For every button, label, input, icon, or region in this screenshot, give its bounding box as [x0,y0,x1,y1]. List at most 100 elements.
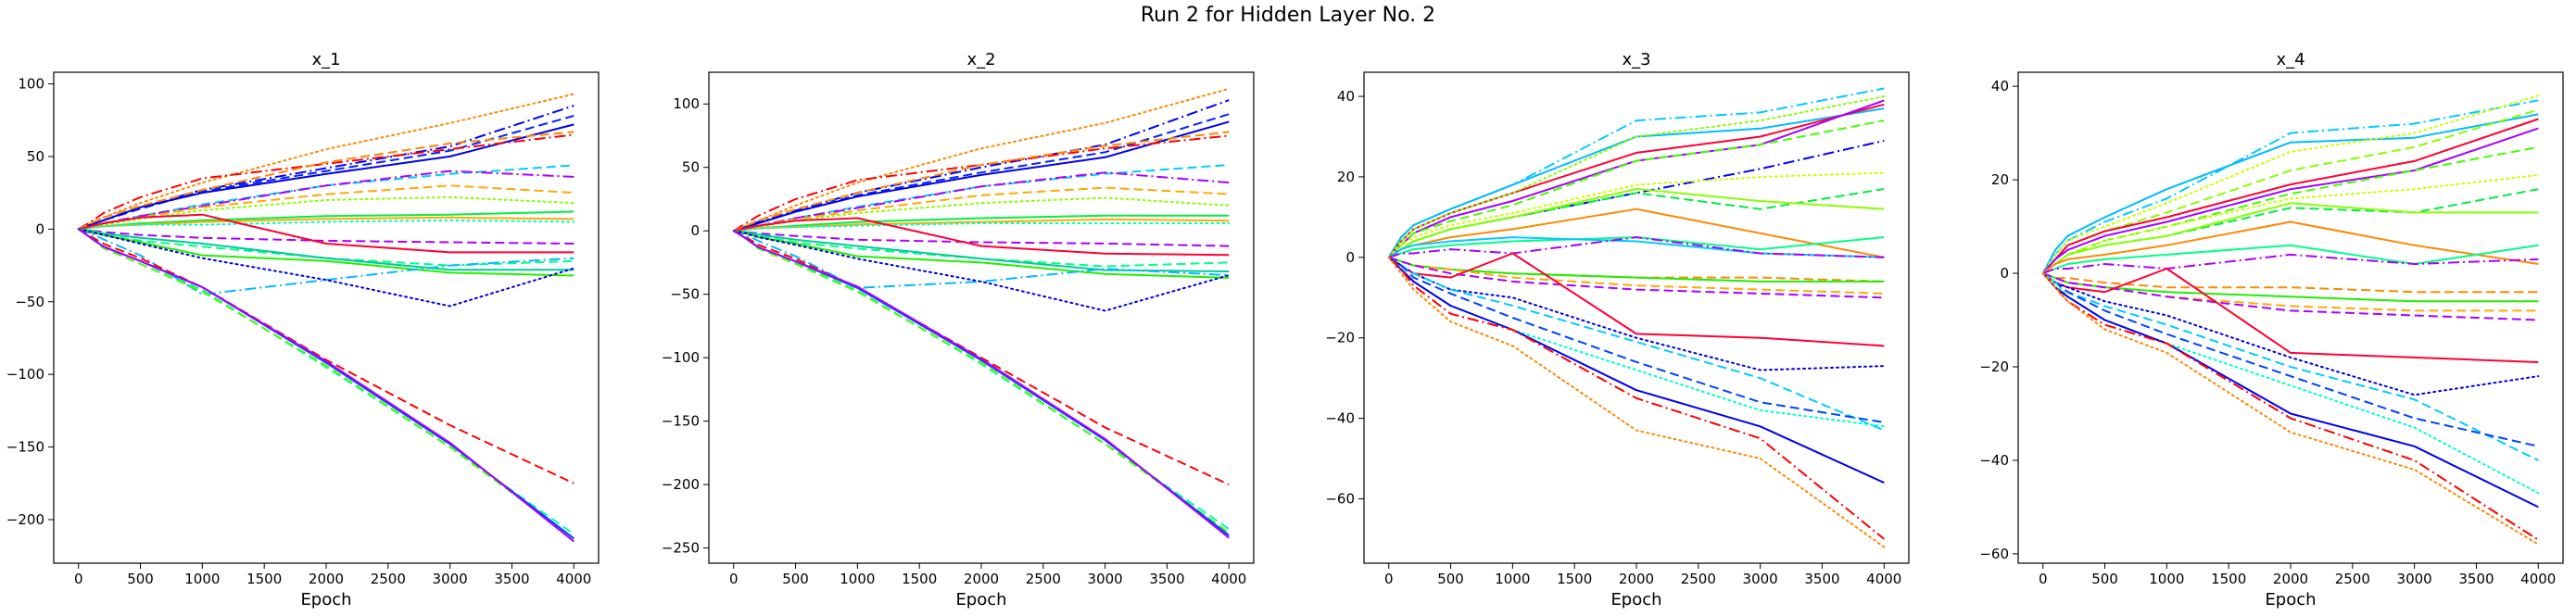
series-line-1 [732,87,1231,233]
series-line-1 [1387,87,1885,258]
y-tick-label: −60 [1325,490,1355,507]
y-tick-label: 50 [682,159,700,176]
series-line-6 [1388,119,1885,258]
x-tick-label: 2000 [2273,571,2308,587]
plot-frame [53,71,600,564]
y-tick-label: −150 [6,439,44,456]
y-tick-label: −40 [1979,452,2009,469]
series-line-12 [2042,244,2539,274]
x-tick-label: 3500 [1149,571,1184,587]
y-tick-label: −60 [1979,546,2009,562]
series-line-12 [733,218,1230,233]
x-tick-label: 2000 [1619,571,1654,587]
x-tick-label: 3000 [433,571,468,587]
x-tick-label: 500 [127,571,154,587]
x-axis-label: Epoch [1610,590,1661,610]
series-line-7 [1388,139,1885,258]
series-line-9 [2042,188,2539,274]
series-line-6 [78,131,575,231]
series-line-11 [1388,207,1885,258]
x-tick-label: 1500 [246,571,282,587]
series-line-17 [733,230,1230,272]
series-line-11 [2042,220,2539,274]
y-tick-label: −200 [6,511,44,528]
x-tick-label: 500 [782,571,809,587]
series-line-21 [78,228,575,484]
y-tick-label: −100 [662,349,700,366]
series-line-23 [78,228,575,540]
y-tick-label: −200 [662,476,700,493]
x-tick-label: 4000 [1211,571,1246,587]
y-tick-label: 0 [690,222,700,239]
series-line-1 [2041,99,2539,274]
y-tick-label: 40 [1991,78,2009,94]
x-tick-label: 0 [1384,571,1394,587]
series-line-22 [78,228,575,535]
x-axis-label: Epoch [2265,590,2316,610]
y-tick-label: 20 [1337,169,1355,185]
series-line-26 [1387,256,1886,548]
series-group [1387,87,1886,548]
series-line-3 [733,113,1230,233]
y-tick-label: −20 [1979,358,2009,375]
series-line-2 [2041,113,2539,274]
y-tick-label: 0 [2000,265,2009,282]
series-line-16 [1388,256,1885,283]
series-group [77,93,575,543]
series-line-18 [1388,256,1885,299]
series-line-6 [733,131,1230,233]
series-line-2 [78,105,575,231]
y-tick-label: 50 [27,148,44,165]
x-tick-label: 2500 [2335,571,2370,587]
series-line-3 [2041,94,2540,274]
y-tick-label: 0 [1345,249,1355,266]
series-line-21 [1388,256,1885,432]
y-tick-label: 20 [1991,171,2009,188]
series-line-12 [78,216,575,231]
y-tick-label: −150 [662,413,700,430]
series-line-5 [78,133,575,231]
series-line-24 [78,228,575,540]
subplot-title: x_3 [1622,50,1650,69]
y-tick-label: −20 [1325,330,1355,346]
series-line-24 [1388,257,1885,484]
plot-frame [708,71,1255,564]
x-tick-label: 4000 [2520,571,2556,587]
subplot-3: 0 500 1000 1500 2000 2500 3000 3500 4000 40 20 0 −20… [1325,50,1910,610]
x-tick-label: 4000 [556,571,591,587]
x-tick-label: 500 [1437,571,1464,587]
y-tick-label: 40 [1337,88,1355,105]
y-tick-label: 100 [673,95,700,112]
subplot-2: 0 500 1000 1500 2000 2500 3000 3500 4000100500−5… [662,50,1255,610]
x-axis-label: Epoch [300,590,351,610]
series-line-5 [1387,95,1886,258]
x-tick-label: 2000 [309,571,344,587]
x-tick-label: 2500 [1026,571,1061,587]
x-tick-label: 1500 [1557,571,1592,587]
series-line-15 [78,213,575,254]
series-line-2 [1387,107,1885,258]
series-line-10 [77,195,575,231]
figure-title: Run 2 for Hidden Layer No. 2 [1140,4,1436,27]
series-line-13 [77,219,575,231]
x-tick-label: 4000 [1866,571,1901,587]
series-line-13 [732,222,1231,233]
series-line-17 [2042,272,2539,321]
series-line-4 [733,120,1230,233]
series-line-4 [2041,108,2539,274]
y-tick-label: 0 [35,220,44,237]
x-tick-label: 1000 [1495,571,1530,587]
x-axis-label: Epoch [955,590,1006,610]
y-tick-label: −50 [670,286,700,303]
y-tick-label: 100 [18,76,44,93]
x-tick-label: 1000 [184,571,220,587]
series-line-5 [733,134,1230,233]
series-line-24 [733,230,1230,536]
y-tick-label: −250 [662,540,700,557]
x-tick-label: 3500 [1804,571,1839,587]
series-line-22 [1388,256,1885,423]
subplot-title: x_4 [2276,50,2305,69]
subplot-title: x_2 [966,50,995,69]
series-line-14 [1388,236,1885,258]
